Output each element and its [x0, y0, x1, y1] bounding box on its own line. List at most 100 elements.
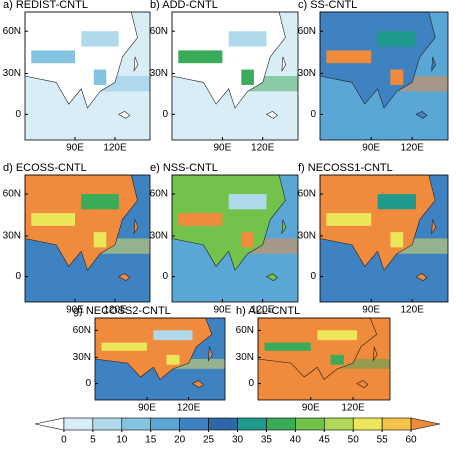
lon-label: 120E [341, 403, 365, 414]
land-patch [228, 194, 267, 210]
colorbar-cell [323, 417, 354, 431]
land-patch [81, 31, 119, 47]
land-patch [178, 50, 223, 64]
lon-label: 120E [400, 143, 424, 154]
colorbar-cell [150, 417, 180, 431]
lat-label: 60N [236, 325, 254, 336]
colorbar-label: 60 [406, 435, 418, 446]
panel-frame [257, 317, 391, 401]
lat-label: 0 [310, 109, 316, 120]
panel-title: f) NECOSS1-CNTL [298, 162, 393, 174]
land-patch [93, 69, 107, 85]
panel-title: b) ADD-CNTL [150, 0, 218, 11]
ocean-band [317, 359, 390, 369]
map-panel [24, 174, 151, 303]
lat-label: 30N [298, 231, 316, 242]
lon-label: 90E [66, 143, 84, 154]
lon-label: 90E [214, 305, 232, 316]
colorbar-cell [63, 417, 94, 431]
islands [415, 219, 436, 281]
panel-frame [94, 317, 226, 401]
islands [118, 219, 139, 281]
land-patch [31, 213, 75, 226]
islands [356, 346, 378, 388]
lon-label: 90E [138, 403, 156, 414]
lat-label: 60N [150, 26, 168, 37]
lat-label: 30N [150, 231, 168, 242]
colorbar-cell [410, 417, 441, 431]
lon-label: 120E [251, 305, 275, 316]
lon-label: 120E [103, 143, 127, 154]
colorbar-cell [121, 417, 152, 431]
colorbar-cell [237, 417, 267, 431]
land-patch [153, 330, 193, 341]
land-patch [241, 232, 254, 248]
islands [265, 56, 287, 119]
lat-label: 60N [298, 26, 316, 37]
land-patch [390, 69, 404, 85]
lon-label: 90E [362, 143, 380, 154]
lat-label: 60N [3, 189, 21, 200]
panel-title: g) NECOSS2-CNTL [73, 305, 171, 317]
land-patch [326, 50, 372, 64]
colorbar-cell [208, 417, 238, 431]
panel-frame [171, 11, 299, 141]
colorbar-cell [295, 417, 325, 431]
colorbar-label: 0 [61, 435, 67, 446]
map-panel [94, 317, 226, 401]
colorbar-cell [92, 417, 123, 431]
lat-label: 0 [15, 271, 21, 282]
islands [265, 219, 287, 281]
land-patch [390, 232, 404, 248]
map-panel [171, 11, 299, 141]
lat-label: 0 [162, 109, 168, 120]
islands [118, 56, 139, 119]
land-patch [228, 31, 267, 47]
land-patch [241, 69, 254, 85]
lon-label: 90E [66, 305, 84, 316]
map-panel [319, 174, 449, 303]
land-patch [326, 213, 372, 226]
colorbar-label: 15 [145, 435, 157, 446]
lon-label: 120E [177, 403, 201, 414]
colorbar-label: 40 [290, 435, 302, 446]
lat-label: 30N [3, 68, 21, 79]
lat-label: 60N [298, 189, 316, 200]
lon-label: 90E [362, 305, 380, 316]
colorbar-cell [381, 417, 412, 431]
map-panel [319, 11, 449, 141]
colorbar-label: 20 [174, 435, 186, 446]
panel-title: c) SS-CNTL [298, 0, 357, 11]
colorbar-label: 10 [116, 435, 128, 446]
land-patch [377, 194, 416, 210]
colorbar-cell [352, 417, 383, 431]
panel-title: a) REDIST-CNTL [3, 0, 88, 11]
panel-frame [319, 11, 449, 141]
lat-label: 30N [73, 352, 91, 363]
colorbar-label: 5 [90, 435, 96, 446]
panel-title: h) ALL-CNTL [236, 305, 300, 317]
land-patch [317, 330, 357, 341]
land-patch [93, 232, 107, 248]
lat-label: 0 [15, 109, 21, 120]
lon-label: 90E [302, 403, 320, 414]
colorbar-label: 30 [232, 435, 244, 446]
lon-label: 120E [251, 143, 275, 154]
panel-frame [24, 11, 151, 141]
colorbar-label: 45 [319, 435, 331, 446]
map-panel [171, 174, 299, 303]
colorbar-label: 50 [348, 435, 360, 446]
ocean-band [153, 359, 225, 369]
lat-label: 30N [236, 352, 254, 363]
land-patch [178, 213, 223, 226]
colorbar-cell [179, 417, 209, 431]
colorbar-cell [34, 417, 65, 431]
land-patch [330, 354, 344, 365]
lat-label: 0 [248, 378, 254, 389]
lon-label: 90E [214, 143, 232, 154]
panel-title: d) ECOSS-CNTL [3, 162, 87, 174]
lat-label: 30N [150, 68, 168, 79]
colorbar-label: 55 [377, 435, 389, 446]
lat-label: 30N [3, 231, 21, 242]
